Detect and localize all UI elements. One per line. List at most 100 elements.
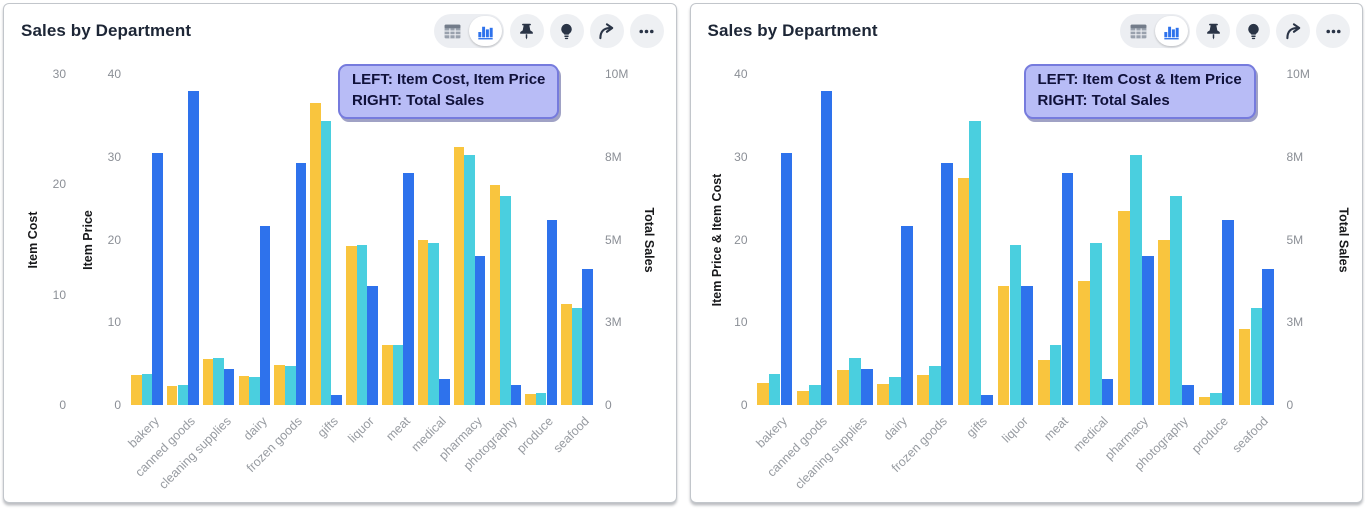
bar-item-cost-produce[interactable] xyxy=(525,394,536,405)
bar-item-price-meat[interactable] xyxy=(392,344,404,405)
bar-item-cost-photography[interactable] xyxy=(489,185,501,405)
bar-total-sales-dairy[interactable] xyxy=(901,226,913,405)
chart-view-button[interactable] xyxy=(1155,16,1188,46)
bar-item-price-photography[interactable] xyxy=(1170,195,1182,405)
bar-item-cost-liquor[interactable] xyxy=(346,246,357,405)
bar-item-price-frozen-goods[interactable] xyxy=(285,366,296,405)
bar-item-price-medical[interactable] xyxy=(1089,242,1102,405)
bar-item-price-seafood[interactable] xyxy=(1250,308,1263,405)
bar-total-sales-liquor[interactable] xyxy=(1021,285,1034,405)
bar-item-price-pharmacy[interactable] xyxy=(464,155,475,405)
x-axis-label: produce xyxy=(514,414,557,456)
bar-item-cost-photography[interactable] xyxy=(1158,240,1171,405)
bar-item-cost-medical[interactable] xyxy=(417,239,429,405)
more-button[interactable] xyxy=(1316,14,1350,48)
bar-item-cost-bakery[interactable] xyxy=(131,375,142,405)
bar-item-cost-bakery[interactable] xyxy=(756,382,769,405)
bar-total-sales-photography[interactable] xyxy=(1182,385,1194,405)
bar-item-price-canned-goods[interactable] xyxy=(808,385,821,405)
bar-item-price-frozen-goods[interactable] xyxy=(929,366,942,405)
bar-item-cost-pharmacy[interactable] xyxy=(453,146,465,405)
bar-item-cost-frozen-goods[interactable] xyxy=(917,375,930,405)
bar-item-cost-cleaning-supplies[interactable] xyxy=(837,370,849,405)
bar-item-price-bakery[interactable] xyxy=(768,374,781,405)
bar-total-sales-seafood[interactable] xyxy=(1262,269,1275,405)
table-view-button[interactable] xyxy=(1122,16,1155,46)
bar-item-price-photography[interactable] xyxy=(500,195,511,405)
bar-item-price-seafood[interactable] xyxy=(571,308,583,405)
chart-card-right: Sales by Department xyxy=(689,3,1363,503)
bar-total-sales-medical[interactable] xyxy=(439,378,450,405)
bar-item-price-canned-goods[interactable] xyxy=(177,385,189,405)
bar-item-cost-dairy[interactable] xyxy=(238,376,250,405)
bar-total-sales-bakery[interactable] xyxy=(152,153,163,405)
bar-item-price-gifts[interactable] xyxy=(320,121,332,405)
bar-item-price-cleaning-supplies[interactable] xyxy=(849,357,861,405)
bar-item-cost-meat[interactable] xyxy=(382,345,393,405)
bar-item-cost-dairy[interactable] xyxy=(877,383,890,405)
bar-total-sales-canned-goods[interactable] xyxy=(820,90,833,405)
bar-item-price-liquor[interactable] xyxy=(356,244,368,405)
share-button[interactable] xyxy=(589,14,624,48)
bar-total-sales-meat[interactable] xyxy=(403,173,414,405)
bar-item-price-meat[interactable] xyxy=(1049,344,1062,405)
bar-item-price-bakery[interactable] xyxy=(141,374,153,405)
more-button[interactable] xyxy=(629,14,664,48)
bar-total-sales-gifts[interactable] xyxy=(331,395,342,405)
chart-view-button[interactable] xyxy=(468,16,502,46)
bar-item-cost-gifts[interactable] xyxy=(310,102,321,405)
bar-item-price-cleaning-supplies[interactable] xyxy=(213,357,224,405)
bar-item-price-dairy[interactable] xyxy=(249,376,260,405)
bar-item-cost-meat[interactable] xyxy=(1037,360,1050,405)
bar-item-cost-seafood[interactable] xyxy=(561,303,572,405)
y-axis-tick: 20 xyxy=(734,232,748,247)
share-button[interactable] xyxy=(1276,14,1310,48)
bar-item-cost-frozen-goods[interactable] xyxy=(274,365,285,405)
bar-item-cost-produce[interactable] xyxy=(1198,396,1211,405)
bar-item-price-produce[interactable] xyxy=(1210,393,1223,405)
bar-total-sales-frozen-goods[interactable] xyxy=(941,163,953,405)
bar-total-sales-pharmacy[interactable] xyxy=(474,256,486,405)
bar-item-cost-canned-goods[interactable] xyxy=(797,390,809,405)
bar-total-sales-produce[interactable] xyxy=(1222,219,1234,405)
y-axis-tick: 5M xyxy=(605,232,622,247)
bar-total-sales-frozen-goods[interactable] xyxy=(295,163,307,405)
bar-chart-icon xyxy=(1162,22,1181,41)
bar-total-sales-meat[interactable] xyxy=(1061,173,1074,405)
bar-total-sales-produce[interactable] xyxy=(546,219,558,405)
bar-total-sales-photography[interactable] xyxy=(510,385,522,405)
pin-button[interactable] xyxy=(1196,14,1230,48)
bar-item-price-medical[interactable] xyxy=(428,242,439,405)
bar-total-sales-bakery[interactable] xyxy=(780,153,793,405)
x-axis-label: gifts xyxy=(314,414,342,441)
bar-item-price-dairy[interactable] xyxy=(889,376,901,405)
bar-total-sales-seafood[interactable] xyxy=(582,269,593,405)
bar-item-cost-pharmacy[interactable] xyxy=(1118,211,1130,405)
bar-item-price-liquor[interactable] xyxy=(1009,244,1022,405)
bar-total-sales-dairy[interactable] xyxy=(259,226,271,405)
bar-item-cost-seafood[interactable] xyxy=(1238,328,1251,405)
y-axis-tick: 10 xyxy=(107,315,121,330)
annotation-line: RIGHT: Total Sales xyxy=(1037,91,1170,109)
bar-item-cost-cleaning-supplies[interactable] xyxy=(202,358,214,405)
bar-item-price-pharmacy[interactable] xyxy=(1130,155,1142,405)
bar-item-price-produce[interactable] xyxy=(535,393,547,405)
table-view-button[interactable] xyxy=(436,16,469,46)
bar-item-cost-liquor[interactable] xyxy=(997,285,1010,405)
y-axis-tick: 10 xyxy=(52,287,66,302)
bar-item-price-gifts[interactable] xyxy=(969,121,982,405)
bar-total-sales-cleaning-supplies[interactable] xyxy=(223,368,235,405)
bar-total-sales-cleaning-supplies[interactable] xyxy=(860,368,873,405)
bar-total-sales-pharmacy[interactable] xyxy=(1141,256,1154,405)
bar-total-sales-medical[interactable] xyxy=(1101,378,1114,405)
lightbulb-button[interactable] xyxy=(1236,14,1270,48)
bar-total-sales-canned-goods[interactable] xyxy=(188,90,199,405)
bar-total-sales-liquor[interactable] xyxy=(367,285,378,405)
pin-button[interactable] xyxy=(509,14,544,48)
bar-item-cost-medical[interactable] xyxy=(1078,280,1090,405)
lightbulb-button[interactable] xyxy=(549,14,584,48)
bar-item-cost-gifts[interactable] xyxy=(957,178,970,405)
bar-item-cost-canned-goods[interactable] xyxy=(166,386,178,405)
x-axis-label: meat xyxy=(1041,414,1071,444)
bar-total-sales-gifts[interactable] xyxy=(981,395,994,405)
